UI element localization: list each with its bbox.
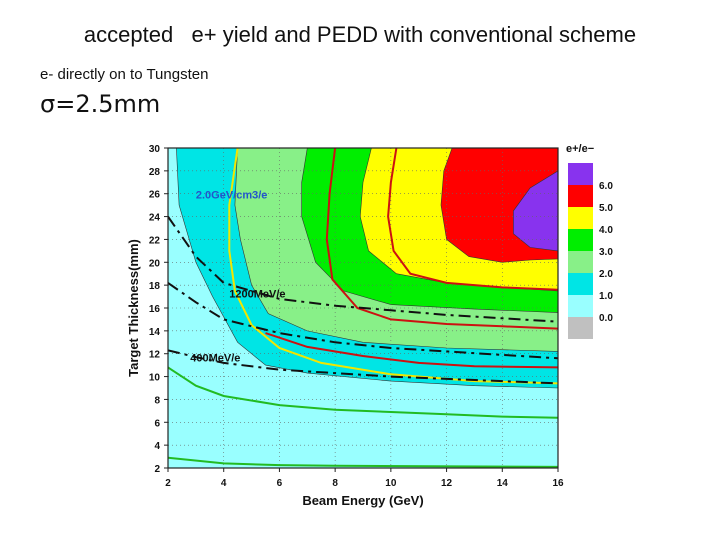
x-axis-label: Beam Energy (GeV)	[302, 493, 423, 508]
y-tick-label-22: 22	[149, 235, 161, 246]
y-tick-label-18: 18	[149, 281, 161, 292]
legend-swatch-2	[568, 185, 593, 207]
y-tick-label-20: 20	[149, 258, 161, 269]
y-tick-label-28: 28	[149, 167, 161, 178]
sigma-label: σ=2.5mm	[40, 90, 161, 118]
legend-label-6: 1.0	[599, 291, 613, 302]
legend-title: e+/e−	[566, 143, 594, 155]
annotation-3: 400MeV/e	[190, 353, 240, 365]
legend-label-3: 4.0	[599, 225, 613, 236]
pedd-line-1	[168, 216, 558, 323]
y-tick-label-12: 12	[149, 350, 161, 361]
legend-label-1: 6.0	[599, 181, 613, 192]
x-tick-label-14: 14	[497, 478, 509, 489]
y-tick-label-6: 6	[154, 418, 160, 429]
contour-line-yellow	[228, 148, 558, 385]
x-tick-label-16: 16	[552, 478, 564, 489]
slide-title: accepted e+ yield and PEDD with conventi…	[83, 22, 637, 47]
pedd-line-3	[168, 349, 558, 385]
contour-line-red-low	[265, 332, 558, 369]
legend-swatch-4	[568, 229, 593, 251]
y-tick-label-2: 2	[154, 464, 160, 475]
y-tick-label-8: 8	[154, 395, 160, 406]
annotation-1: 2.0GeV/cm3/e	[196, 189, 268, 201]
y-tick-label-24: 24	[149, 213, 161, 224]
legend-swatch-5	[568, 251, 593, 273]
x-tick-label-10: 10	[385, 478, 397, 489]
y-tick-label-14: 14	[149, 327, 161, 338]
legend-swatch-6	[568, 273, 593, 295]
x-tick-label-12: 12	[441, 478, 453, 489]
contour-band-6.0	[513, 170, 558, 252]
x-tick-label-8: 8	[332, 478, 338, 489]
y-tick-label-26: 26	[149, 190, 161, 201]
x-tick-label-2: 2	[165, 478, 171, 489]
slide-subtitle: e- directly on to Tungsten	[40, 66, 209, 83]
legend-label-2: 5.0	[599, 203, 613, 214]
annotation-2: 1200MeV/e	[229, 289, 285, 301]
contour-line-red-2	[387, 148, 558, 291]
pedd-line-2	[168, 282, 558, 360]
y-tick-label-16: 16	[149, 304, 161, 315]
legend-swatch-3	[568, 207, 593, 229]
legend-swatch-7	[568, 295, 593, 317]
legend-label-5: 2.0	[599, 269, 613, 280]
y-tick-label-4: 4	[154, 441, 160, 452]
contour-line-green-1	[168, 366, 558, 419]
y-tick-label-30: 30	[149, 144, 161, 155]
legend-swatch-8	[568, 317, 593, 339]
y-axis-label: Target Thickness(mm)	[126, 239, 141, 377]
x-tick-label-6: 6	[277, 478, 283, 489]
legend-label-7: 0.0	[599, 313, 613, 324]
legend-swatch-1	[568, 163, 593, 185]
contour-line-green-2	[168, 456, 558, 468]
y-tick-label-10: 10	[149, 373, 161, 384]
x-tick-label-4: 4	[221, 478, 227, 489]
legend-label-4: 3.0	[599, 247, 613, 258]
contour-line-red-1	[325, 148, 558, 330]
